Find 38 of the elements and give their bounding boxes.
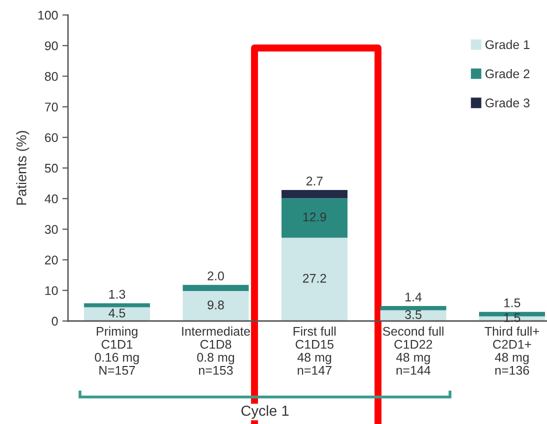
y-tick-label: 20 bbox=[45, 256, 58, 264]
bar bbox=[84, 307, 150, 321]
legend-label: Grade 2 bbox=[485, 69, 530, 78]
data-label: 1.4 bbox=[406, 292, 422, 302]
data-label: 2.0 bbox=[208, 271, 224, 280]
text: Cycle 1 bbox=[241, 405, 289, 419]
data-label: 3.5 bbox=[405, 310, 422, 319]
y-tick-label: 10 bbox=[45, 286, 58, 296]
bar bbox=[380, 306, 446, 310]
data-label: 1.3 bbox=[109, 290, 126, 299]
data-label: 4.5 bbox=[108, 308, 126, 318]
x-tick-label: Second full C1D22 48 mg n=144 bbox=[382, 326, 444, 375]
legend-label: Grade 3 bbox=[485, 98, 530, 108]
y-tick-label: 90 bbox=[44, 41, 58, 50]
bar bbox=[182, 291, 249, 321]
y-tick-label: 70 bbox=[45, 102, 58, 112]
y-tick-label: 100 bbox=[38, 10, 58, 20]
y-tick-label: 80 bbox=[44, 72, 58, 81]
bar bbox=[282, 238, 348, 321]
x-tick-label: Third full+ C2D1+ 48 mg n=136 bbox=[484, 326, 540, 375]
x-tick-label: First full C1D15 48 mg n=147 bbox=[294, 326, 336, 375]
data-label: 12.9 bbox=[303, 212, 326, 222]
data-label: 27.2 bbox=[302, 274, 326, 283]
y-tick-label: 60 bbox=[45, 133, 58, 142]
bar bbox=[282, 190, 348, 198]
bar bbox=[282, 198, 348, 238]
y-tick-label: 50 bbox=[44, 164, 58, 173]
data-label: 9.8 bbox=[208, 300, 224, 310]
y-axis-title: Patients (%) bbox=[16, 131, 30, 205]
x-tick-label: Priming C1D1 0.16 mg N=157 bbox=[94, 326, 139, 375]
bar bbox=[182, 284, 249, 292]
data-label: 1.5 bbox=[504, 298, 520, 308]
legend-label: Grade 1 bbox=[485, 40, 530, 50]
y-tick-label: 30 bbox=[44, 225, 58, 234]
x-tick-label: Intermediate C1D8 0.8 mg n=153 bbox=[182, 326, 250, 375]
y-tick-label: 40 bbox=[44, 194, 58, 204]
data-label: 2.7 bbox=[306, 176, 323, 186]
y-tick-label: 0 bbox=[52, 316, 58, 326]
